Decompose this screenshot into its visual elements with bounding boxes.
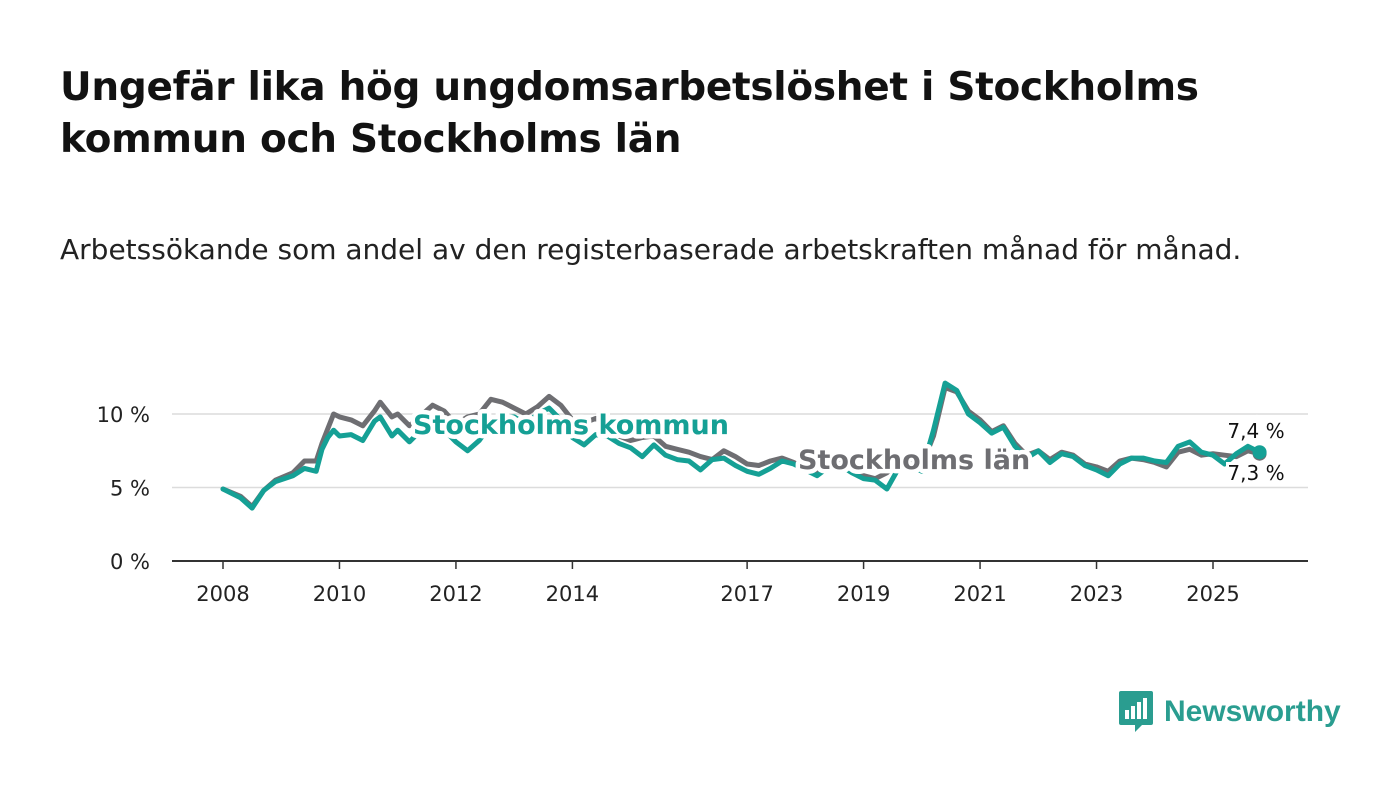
end-point-kommun xyxy=(1252,445,1267,460)
x-tick-label: 2012 xyxy=(429,582,482,606)
end-label-kommun: 7,4 % xyxy=(1227,419,1284,443)
y-tick-label: 10 % xyxy=(97,403,150,427)
end-label-lan: 7,3 % xyxy=(1227,461,1284,485)
series-label-lan: Stockholms län xyxy=(798,445,1030,476)
brand-name: Newsworthy xyxy=(1164,695,1341,728)
y-tick-label: 5 % xyxy=(110,477,150,501)
x-tick-label: 2010 xyxy=(313,582,366,606)
brand-logo[interactable]: Newsworthy xyxy=(1118,690,1341,734)
chart-title: Ungefär lika hög ungdomsarbetslöshet i S… xyxy=(60,65,1199,162)
series-line-lan xyxy=(220,385,1263,510)
series-line-kommun xyxy=(220,380,1263,511)
x-tick-label: 2017 xyxy=(720,582,773,606)
x-tick-label: 2014 xyxy=(546,582,599,606)
series-label-kommun: Stockholms kommun xyxy=(413,410,729,441)
x-tick-label: 2019 xyxy=(837,582,890,606)
chart-subtitle: Arbetssökande som andel av den registerb… xyxy=(60,233,1242,266)
x-tick-label: 2025 xyxy=(1186,582,1239,606)
y-tick-label: 0 % xyxy=(110,550,150,574)
x-tick-label: 2023 xyxy=(1070,582,1123,606)
line-chart: 0 % 5 % 10 % 2008 2010 2012 2014 2017 2019 2021 20… xyxy=(97,380,1308,606)
newsworthy-logo-icon xyxy=(1119,691,1153,732)
x-tick-label: 2021 xyxy=(953,582,1006,606)
x-tick-label: 2008 xyxy=(196,582,249,606)
